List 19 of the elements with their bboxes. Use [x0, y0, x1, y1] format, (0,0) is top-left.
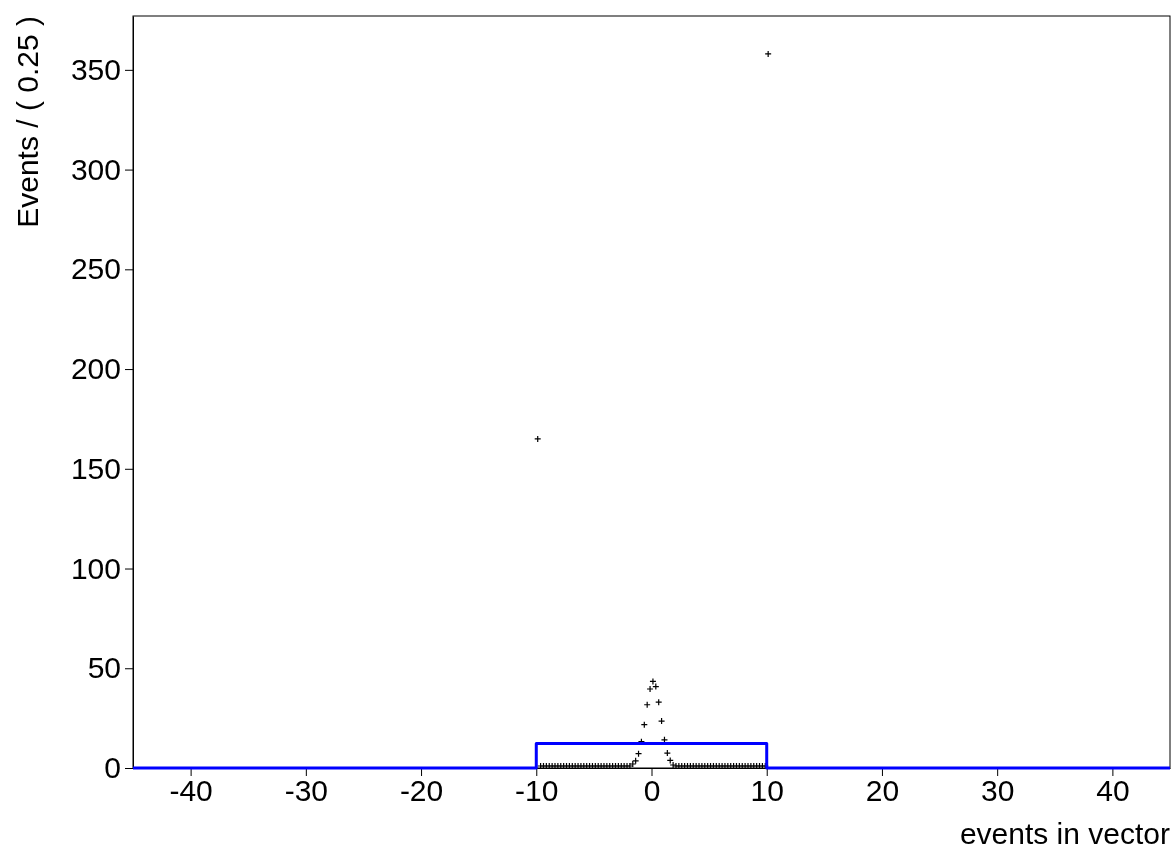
y-tick-label: 100: [70, 551, 121, 585]
x-tick-label: 30: [980, 774, 1015, 808]
y-tick-label: 50: [87, 651, 121, 685]
y-tick-label: 0: [104, 751, 121, 785]
x-tick-label: 10: [750, 774, 784, 808]
y-tick-label: 150: [70, 451, 121, 485]
x-tick-label: 20: [865, 774, 900, 808]
y-axis-title: Events / ( 0.25 ): [11, 16, 44, 228]
y-tick-label: 200: [70, 352, 121, 386]
x-tick-label: -10: [515, 774, 559, 808]
x-tick-label: -20: [399, 774, 444, 808]
y-tick-label: 350: [70, 52, 121, 86]
x-tick-label: -30: [284, 774, 329, 808]
y-tick-label: 250: [70, 252, 121, 286]
x-tick-label: 40: [1096, 774, 1130, 808]
x-tick-label: -40: [169, 774, 213, 808]
x-axis-title: events in vector: [959, 817, 1170, 850]
y-tick-label: 300: [70, 152, 121, 186]
x-tick-label: 0: [643, 774, 661, 808]
